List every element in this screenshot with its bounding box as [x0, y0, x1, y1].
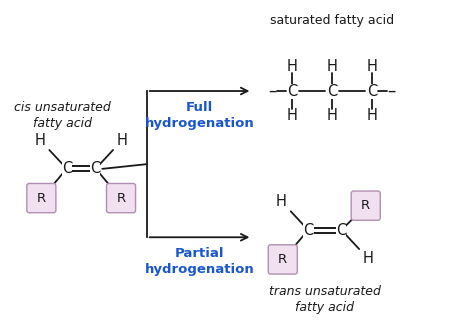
FancyBboxPatch shape [27, 183, 56, 213]
Text: C: C [303, 223, 314, 238]
Text: R: R [37, 191, 46, 204]
FancyBboxPatch shape [268, 245, 297, 274]
Text: C: C [62, 162, 72, 176]
Text: H: H [327, 108, 337, 123]
Text: H: H [287, 108, 298, 123]
Text: C: C [327, 84, 337, 99]
Text: C: C [367, 84, 377, 99]
Text: R: R [117, 191, 126, 204]
Text: Full: Full [186, 101, 213, 114]
Text: H: H [366, 59, 377, 74]
Text: H: H [35, 133, 46, 148]
Text: H: H [363, 251, 374, 266]
Text: H: H [366, 108, 377, 123]
Text: C: C [287, 84, 297, 99]
Text: R: R [278, 253, 287, 266]
Text: Partial: Partial [175, 247, 224, 260]
Text: fatty acid: fatty acid [295, 301, 355, 314]
Text: fatty acid: fatty acid [33, 117, 92, 130]
Text: saturated fatty acid: saturated fatty acid [270, 14, 394, 27]
Text: hydrogenation: hydrogenation [145, 117, 255, 130]
Text: R: R [361, 199, 370, 212]
Text: hydrogenation: hydrogenation [145, 263, 255, 276]
Text: H: H [117, 133, 128, 148]
Text: H: H [287, 59, 298, 74]
Text: H: H [276, 194, 287, 209]
Text: cis unsaturated: cis unsaturated [14, 101, 111, 114]
Text: –: – [268, 82, 277, 100]
FancyBboxPatch shape [107, 183, 136, 213]
Text: trans unsaturated: trans unsaturated [269, 285, 381, 298]
Text: H: H [327, 59, 337, 74]
Text: C: C [336, 223, 346, 238]
Text: –: – [387, 82, 396, 100]
Text: C: C [90, 162, 100, 176]
FancyBboxPatch shape [351, 191, 380, 220]
